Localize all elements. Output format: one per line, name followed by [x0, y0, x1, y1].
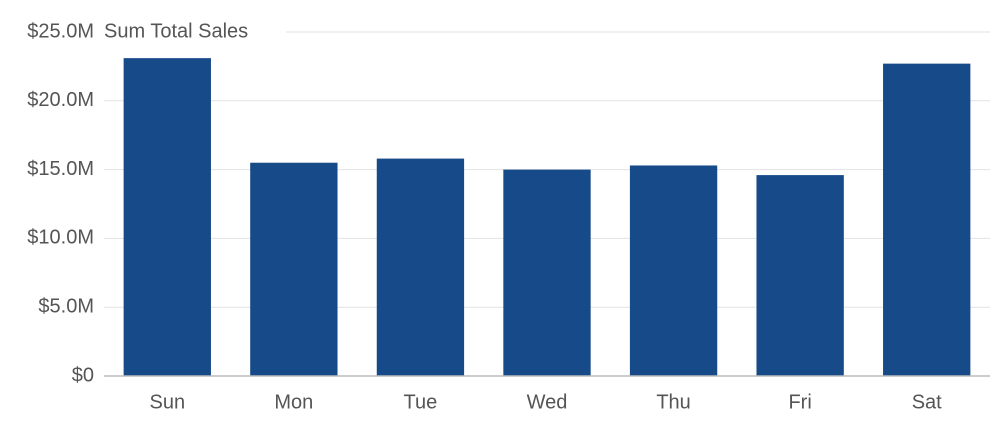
x-tick-label: Thu	[656, 391, 690, 413]
y-tick-label: $0	[72, 364, 94, 386]
y-tick-label: $10.0M	[27, 227, 94, 249]
bar	[503, 169, 591, 376]
x-tick-label: Wed	[527, 391, 568, 413]
x-tick-label: Fri	[788, 391, 811, 413]
x-tick-label: Mon	[274, 391, 313, 413]
x-tick-label: Tue	[404, 391, 438, 413]
bar	[756, 175, 844, 376]
y-tick-label: $15.0M	[27, 158, 94, 180]
bar	[250, 162, 338, 376]
bar	[376, 158, 465, 376]
bar	[883, 63, 971, 376]
y-tick-label: $25.0M	[27, 20, 94, 42]
title-background	[96, 18, 286, 46]
x-tick-label: Sun	[149, 391, 185, 413]
x-tick-label: Sat	[912, 391, 942, 413]
y-tick-label: $5.0M	[38, 295, 94, 317]
chart-title: Sum Total Sales	[104, 20, 248, 42]
bar	[629, 165, 718, 376]
bar	[123, 58, 211, 376]
y-tick-label: $20.0M	[27, 89, 94, 111]
